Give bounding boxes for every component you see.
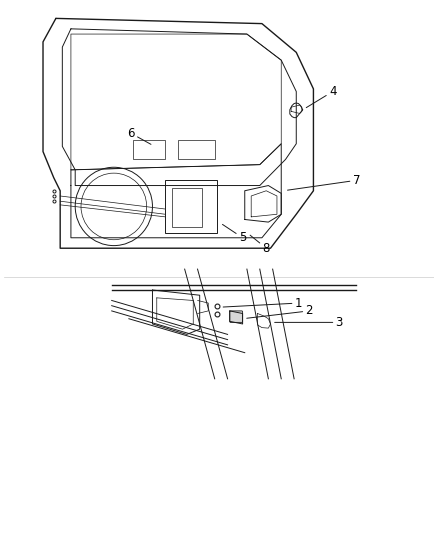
Text: 4: 4 <box>306 85 336 108</box>
Text: 6: 6 <box>127 127 151 144</box>
Text: 1: 1 <box>223 296 302 310</box>
Text: 7: 7 <box>287 174 360 190</box>
FancyBboxPatch shape <box>230 311 243 322</box>
Bar <box>172 188 202 228</box>
Text: 8: 8 <box>250 235 270 255</box>
Bar <box>178 140 215 159</box>
Text: 3: 3 <box>275 316 343 329</box>
Bar <box>133 140 166 159</box>
Text: 5: 5 <box>223 224 246 244</box>
Bar <box>166 180 217 232</box>
Text: 2: 2 <box>247 304 313 318</box>
